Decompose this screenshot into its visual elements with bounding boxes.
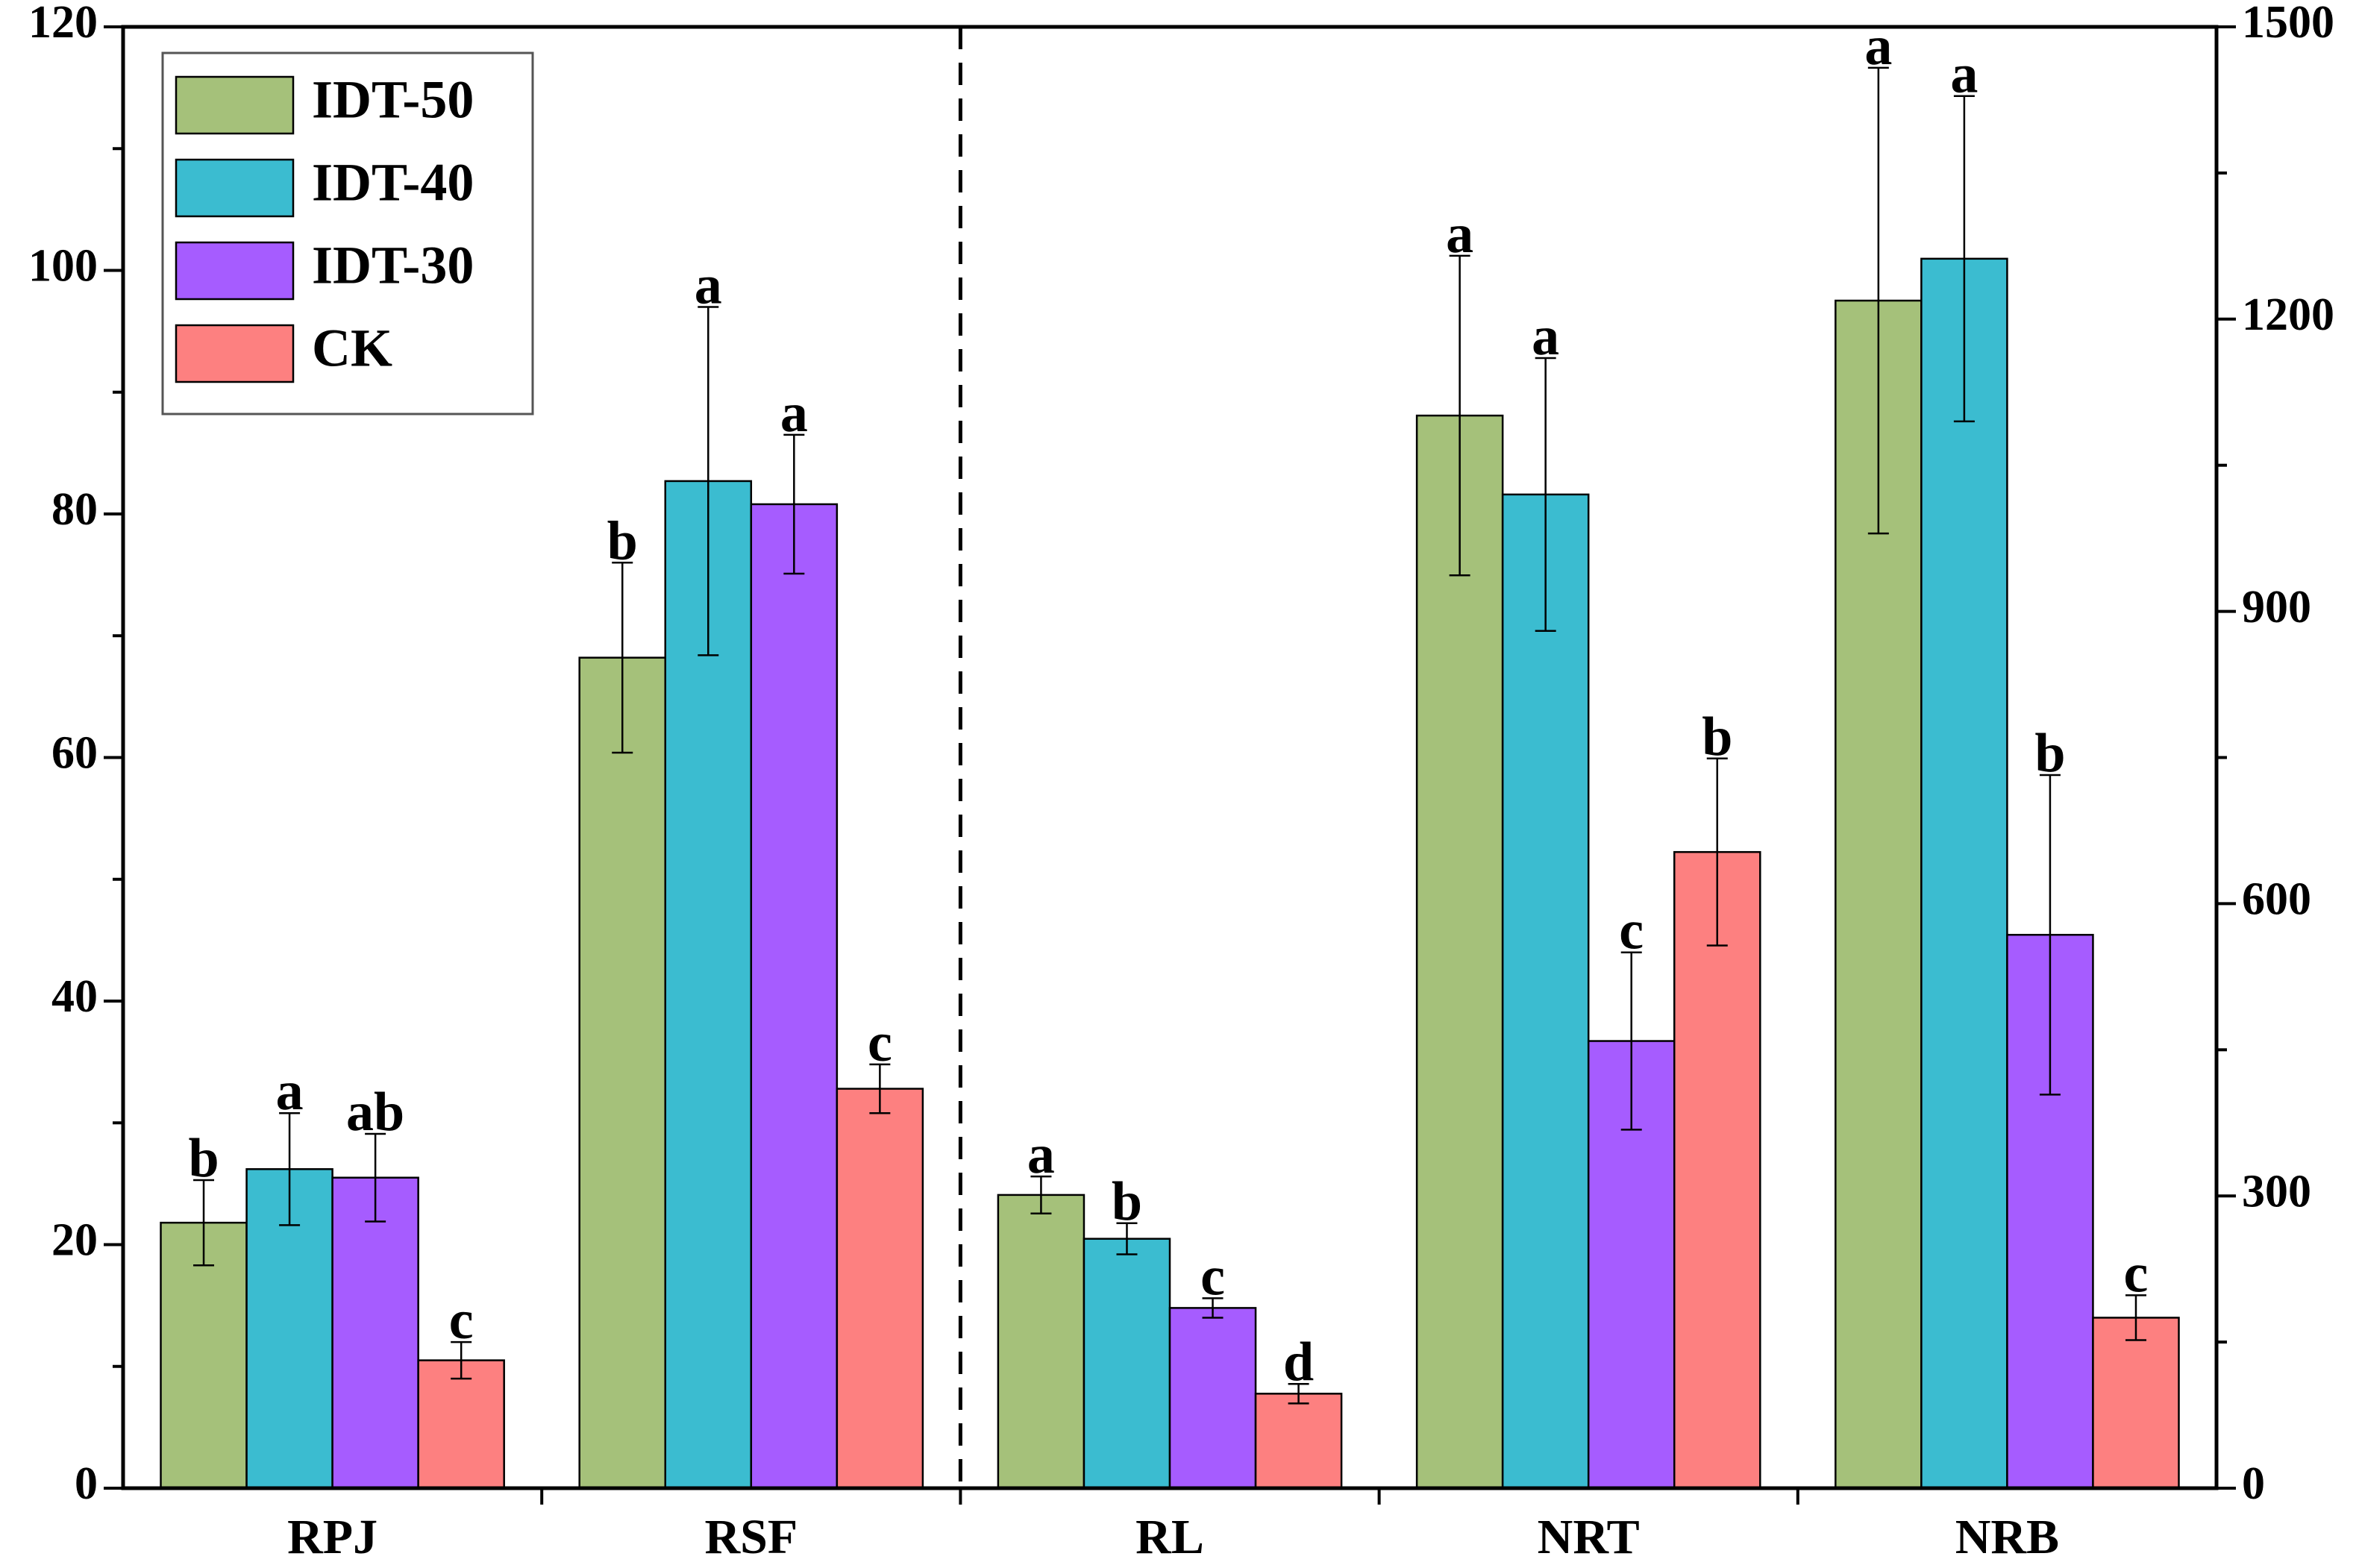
error-bar — [698, 306, 719, 656]
error-bar — [193, 1179, 215, 1267]
y-tick-label: 80 — [51, 484, 98, 535]
bar — [836, 1088, 924, 1490]
significance-letter: a — [695, 254, 722, 316]
error-bar — [1449, 254, 1470, 577]
significance-letter: c — [449, 1290, 474, 1351]
error-bar — [1953, 95, 1975, 423]
significance-letter: c — [868, 1012, 892, 1073]
significance-letter: b — [188, 1128, 219, 1189]
y-tick-label: 120 — [28, 0, 98, 48]
bar — [1083, 1238, 1171, 1490]
y2-tick-label: 900 — [2242, 582, 2311, 633]
y2-tick-label: 0 — [2242, 1458, 2265, 1509]
legend-label: CK — [312, 319, 392, 378]
bar — [750, 503, 839, 1490]
x-tick-label: RL — [1135, 1510, 1204, 1564]
error-bar — [2039, 774, 2061, 1096]
significance-letter: a — [276, 1061, 304, 1122]
bar — [2092, 1317, 2180, 1490]
error-bar — [1202, 1297, 1224, 1319]
significance-letter: a — [1532, 306, 1559, 367]
significance-letter: b — [2034, 723, 2065, 784]
y2-tick-label: 1200 — [2242, 289, 2334, 340]
y2-tick-label: 1500 — [2242, 0, 2334, 48]
error-bar — [365, 1132, 386, 1223]
significance-letter: b — [1112, 1171, 1142, 1232]
error-bar — [783, 433, 805, 575]
significance-letter: a — [1027, 1124, 1055, 1185]
bar — [1673, 850, 1761, 1490]
error-bar — [1288, 1383, 1309, 1405]
y-tick-label: 60 — [51, 728, 98, 779]
error-bar — [1030, 1175, 1052, 1214]
y-tick-label: 0 — [75, 1458, 98, 1509]
significance-letter: a — [1864, 16, 1892, 77]
significance-letter: d — [1283, 1332, 1314, 1393]
y-tick-label: 100 — [28, 241, 98, 292]
error-bar — [1867, 66, 1889, 535]
bar — [1168, 1307, 1257, 1490]
error-bar — [1706, 757, 1728, 947]
bar — [1415, 414, 1504, 1490]
error-bar — [1620, 951, 1642, 1131]
significance-letter: b — [1702, 706, 1732, 768]
bar — [1254, 1393, 1343, 1490]
legend-swatch — [175, 75, 295, 135]
legend-swatch — [175, 241, 295, 301]
bar — [160, 1221, 248, 1490]
y-tick-label: 40 — [51, 971, 98, 1022]
legend-swatch — [175, 324, 295, 383]
error-bar — [451, 1340, 472, 1380]
x-tick-label: NRT — [1538, 1510, 1640, 1564]
significance-letter: ab — [346, 1082, 404, 1143]
y-tick-label: 20 — [51, 1215, 98, 1266]
x-tick-label: NRB — [1955, 1510, 2059, 1564]
bar — [1920, 257, 2008, 1490]
bar — [997, 1194, 1085, 1490]
error-bar — [279, 1111, 301, 1226]
significance-letter: c — [1200, 1246, 1225, 1307]
bar — [1501, 493, 1590, 1490]
error-bar — [1116, 1222, 1138, 1255]
significance-letter: a — [1446, 204, 1473, 265]
significance-letter: a — [780, 383, 808, 444]
significance-letter: c — [1619, 900, 1644, 962]
error-bar — [1535, 357, 1556, 632]
legend-label: IDT-40 — [312, 153, 474, 213]
error-bar — [869, 1063, 891, 1114]
error-bar — [612, 562, 633, 754]
y2-tick-label: 600 — [2242, 874, 2311, 925]
x-tick-label: RSF — [704, 1510, 798, 1564]
bar — [331, 1176, 419, 1490]
x-tick-label: RPJ — [287, 1510, 377, 1564]
error-bar — [2125, 1294, 2146, 1341]
significance-letter: b — [607, 510, 638, 571]
legend-label: IDT-30 — [312, 236, 474, 295]
y2-tick-label: 300 — [2242, 1166, 2311, 1217]
significance-letter: c — [2124, 1243, 2149, 1304]
significance-letter: a — [1950, 44, 1978, 105]
legend-label: IDT-50 — [312, 70, 474, 130]
legend-swatch — [175, 158, 295, 218]
bar — [578, 656, 667, 1490]
